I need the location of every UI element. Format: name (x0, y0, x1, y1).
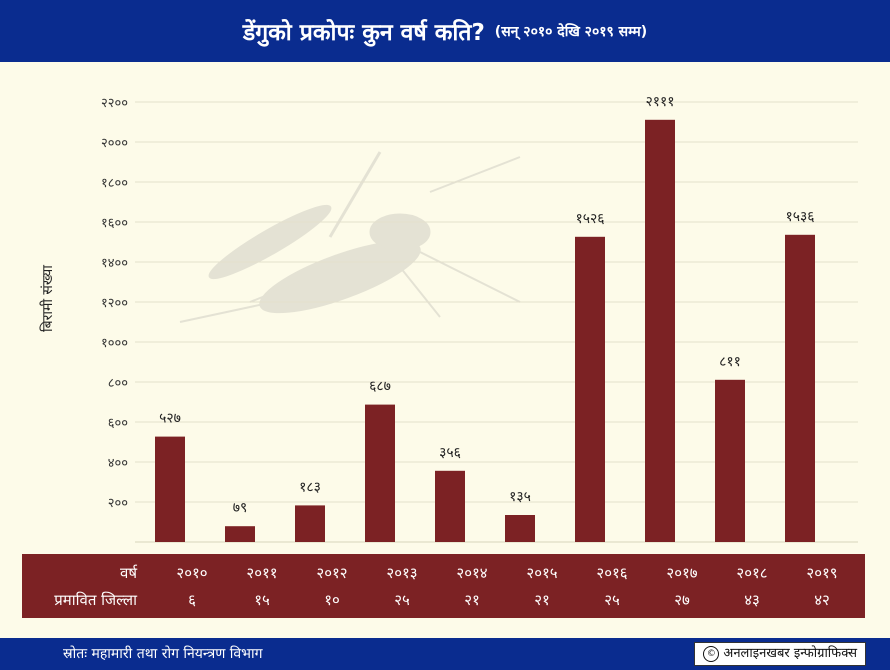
y-tick-label: ८०० (108, 376, 128, 391)
data-table-band: वर्ष २०१० २०११ २०१२ २०१३ २०१४ २०१५ २०१६ … (22, 554, 865, 618)
district-cell: ४३ (744, 591, 760, 609)
bar (365, 404, 395, 542)
chart-title: डेंगुको प्रकोपः कुन वर्ष कति? (242, 20, 485, 46)
district-row-label: प्रमावित जिल्ला (54, 591, 137, 609)
y-tick-label: १२०० (101, 296, 128, 311)
year-cell: २०१७ (666, 564, 698, 582)
year-cell: २०१५ (526, 564, 558, 582)
y-tick-label: १६०० (101, 216, 128, 231)
year-cell: २०११ (246, 564, 278, 582)
data-label: ६८७ (369, 379, 391, 395)
data-label: ३५६ (439, 445, 461, 461)
bar (785, 234, 815, 543)
district-cell: ४२ (814, 591, 830, 609)
bar (295, 505, 325, 542)
year-cell: २०१६ (596, 564, 628, 582)
year-cell: २०१२ (316, 564, 348, 582)
data-label: ५२७ (159, 411, 181, 427)
district-cell: १० (324, 591, 340, 609)
chart-subtitle: (सन् २०१० देखि २०१९ सम्म) (494, 23, 648, 40)
copyright-icon: © (703, 646, 720, 662)
district-cell: २१ (534, 591, 550, 609)
district-cell: २५ (604, 591, 620, 609)
footer: स्रोतः महामारी तथा रोग नियन्त्रण विभाग ©… (0, 638, 890, 670)
district-cell: २५ (394, 591, 410, 609)
bar (505, 515, 535, 542)
y-tick-label: ४०० (108, 456, 128, 471)
year-cell: २०१९ (806, 564, 838, 582)
data-label: १८३ (299, 479, 321, 495)
bar (645, 119, 675, 543)
y-tick-label: २०० (108, 496, 128, 511)
district-cell: १५ (254, 591, 270, 609)
y-tick-label: २००० (101, 136, 128, 151)
year-cell: २०१४ (456, 564, 488, 582)
mosquito-illustration (179, 151, 521, 323)
district-cell: ६ (188, 591, 196, 609)
chart-header: डेंगुको प्रकोपः कुन वर्ष कति? (सन् २०१० … (0, 0, 890, 62)
year-row-label: वर्ष (119, 564, 137, 582)
year-cell: २०१८ (736, 564, 768, 582)
y-axis-label: बिरामी संख्या (40, 265, 56, 332)
year-cell: २०१३ (386, 564, 418, 582)
credit-text: अनलाइनखबर इन्फोग्राफिक्स (723, 646, 857, 661)
data-label: १५२६ (575, 211, 604, 227)
y-tick-label: १८०० (101, 176, 128, 191)
chart-area: २०० ४०० ६०० ८०० १००० १२०० १४०० १६०० १८०० २००० २२००… (0, 62, 890, 552)
bar (155, 436, 185, 542)
district-row: प्रमावित जिल्ला ६ १५ १० २५ २१ २१ २५ २७ ४… (22, 590, 865, 614)
source-note: स्रोतः महामारी तथा रोग नियन्त्रण विभाग (63, 646, 263, 662)
y-tick-label: २२०० (101, 96, 128, 111)
bar (715, 379, 745, 542)
y-tick-label: १००० (101, 336, 128, 351)
credit-badge: © अनलाइनखबर इन्फोग्राफिक्स (694, 642, 866, 666)
data-label: ८११ (719, 354, 741, 370)
year-cell: २०१० (176, 564, 208, 582)
data-label: १५३६ (785, 209, 814, 225)
y-tick-label: १४०० (101, 256, 128, 271)
y-tick-label: ६०० (108, 416, 128, 431)
bar (225, 526, 255, 542)
bar (575, 236, 605, 543)
data-label: ७९ (233, 500, 248, 516)
bar-chart: २०० ४०० ६०० ८०० १००० १२०० १४०० १६०० १८०० २००० २२००… (101, 94, 858, 543)
district-cell: २७ (674, 591, 690, 609)
data-label: २१११ (645, 94, 674, 110)
data-label: १३५ (509, 489, 531, 505)
year-row: वर्ष २०१० २०११ २०१२ २०१३ २०१४ २०१५ २०१६ … (22, 563, 865, 587)
district-cell: २१ (464, 591, 480, 609)
bar (435, 470, 465, 542)
